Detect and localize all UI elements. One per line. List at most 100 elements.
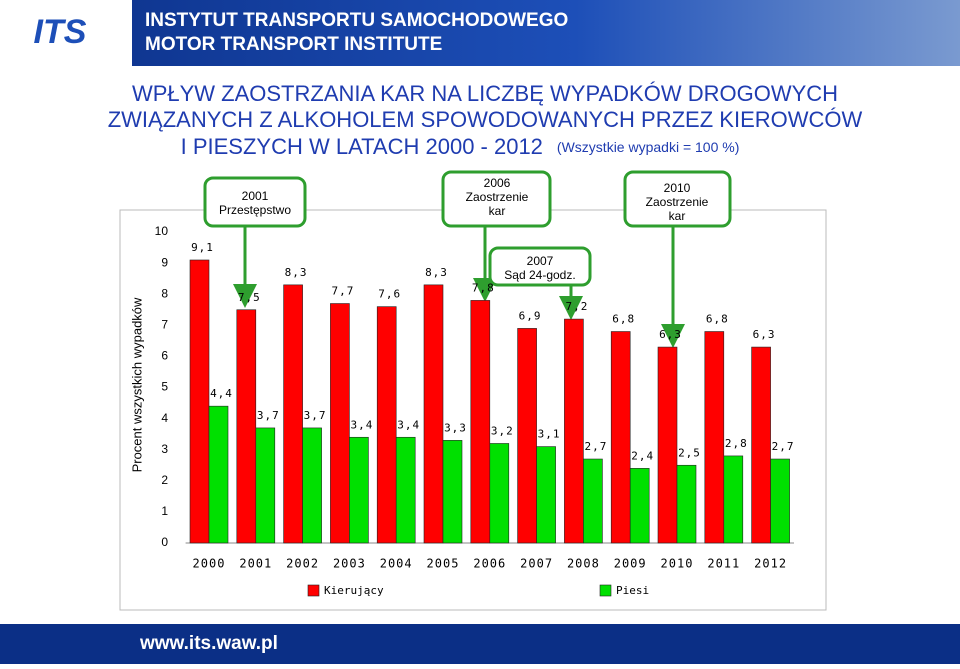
- header-line1: INSTYTUT TRANSPORTU SAMOCHODOWEGO: [145, 10, 568, 31]
- annotation-text: Zaostrzenie: [646, 195, 709, 209]
- y-tick-label: 3: [161, 442, 168, 456]
- y-tick-label: 9: [161, 255, 168, 269]
- x-tick-label: 2004: [380, 557, 413, 571]
- title-line: ZWIĄZANYCH Z ALKOHOLEM SPOWODOWANYCH PRZ…: [108, 107, 863, 132]
- bar: [283, 284, 303, 544]
- annotation-text: 2010: [664, 181, 691, 195]
- subtitle: (Wszystkie wypadki = 100 %): [557, 139, 739, 155]
- annotation-box: [203, 176, 307, 228]
- value-label: 7,8: [472, 281, 495, 294]
- y-tick-label: 5: [161, 380, 168, 394]
- bar: [723, 455, 744, 544]
- header-line2: MOTOR TRANSPORT INSTITUTE: [145, 34, 442, 55]
- annotations: 2001Przestępstwo2006Zaostrzeniekar2007Są…: [203, 170, 732, 348]
- value-label: 6,9: [519, 309, 542, 322]
- value-label: 2,5: [678, 446, 701, 459]
- x-tick-label: 2001: [239, 557, 272, 571]
- bar: [704, 331, 725, 544]
- value-label: 3,4: [350, 418, 373, 431]
- value-label: 3,7: [304, 409, 327, 422]
- logo-bg: [0, 0, 132, 66]
- x-tick-label: 2008: [567, 557, 600, 571]
- y-tick-label: 2: [161, 473, 168, 487]
- x-tick-label: 2012: [754, 557, 787, 571]
- value-label: 2,7: [584, 440, 607, 453]
- value-label: 7,5: [238, 291, 261, 304]
- legend-label: Kierujący: [324, 584, 384, 597]
- bar: [255, 427, 276, 544]
- x-tick-label: 2002: [286, 557, 319, 571]
- annotation-box: [488, 246, 592, 287]
- annotation-text: 2006: [484, 176, 511, 190]
- bar: [564, 318, 584, 544]
- x-tick-label: 2005: [427, 557, 460, 571]
- bar: [657, 346, 678, 544]
- annotation-text: 2007: [527, 254, 554, 268]
- title-line: I PIESZYCH W LATACH 2000 - 2012 (Wszystki…: [181, 134, 740, 159]
- y-axis-label: Procent wszystkich wypadków: [129, 297, 144, 472]
- footer-url: www.its.waw.pl: [139, 633, 278, 654]
- annotation-text: Przestępstwo: [219, 203, 291, 217]
- x-tick-label: 2011: [707, 557, 740, 571]
- value-label: 6,3: [753, 328, 776, 341]
- x-tick-label: 2003: [333, 557, 366, 571]
- bar: [189, 259, 210, 544]
- bar: [629, 468, 650, 544]
- header-band: [0, 0, 960, 66]
- annotation-text: Zaostrzenie: [466, 190, 529, 204]
- value-label: 3,1: [538, 428, 561, 441]
- legend-label: Piesi: [616, 584, 649, 597]
- legend-swatch: [599, 584, 612, 597]
- value-label: 6,8: [706, 313, 729, 326]
- bar: [442, 440, 463, 544]
- y-tick-label: 4: [161, 411, 168, 425]
- y-tick-label: 7: [161, 317, 168, 331]
- x-tick-label: 2006: [473, 557, 506, 571]
- value-label: 9,1: [191, 241, 214, 254]
- annotation-text: 2001: [242, 189, 269, 203]
- bar: [536, 446, 556, 544]
- value-label: 2,8: [725, 437, 748, 450]
- bar: [208, 405, 229, 544]
- bar: [470, 300, 491, 544]
- bar: [236, 309, 257, 544]
- bar: [395, 436, 416, 544]
- y-tick-label: 1: [161, 504, 168, 518]
- bar: [376, 306, 397, 544]
- value-label: 3,7: [257, 409, 280, 422]
- value-label: 7,7: [331, 285, 354, 298]
- bar: [610, 331, 631, 544]
- footer-band: [0, 624, 960, 664]
- logo: ITS: [34, 13, 87, 51]
- value-label: 3,2: [491, 424, 514, 437]
- x-tick-label: 2000: [193, 557, 226, 571]
- value-label: 7,2: [565, 300, 588, 313]
- value-label: 2,4: [631, 449, 654, 462]
- value-label: 8,3: [285, 266, 308, 279]
- bar: [302, 427, 322, 544]
- title-line: WPŁYW ZAOSTRZANIA KAR NA LICZBĘ WYPADKÓW…: [132, 81, 838, 106]
- y-tick-label: 6: [161, 349, 168, 363]
- value-label: 3,4: [397, 418, 420, 431]
- value-label: 4,4: [210, 387, 233, 400]
- x-tick-label: 2007: [520, 557, 553, 571]
- bar: [583, 458, 603, 544]
- value-label: 2,7: [772, 440, 795, 453]
- title-line: I PIESZYCH W LATACH 2000 - 2012: [181, 134, 543, 159]
- legend-swatch: [307, 584, 320, 597]
- y-tick-label: 0: [161, 535, 168, 549]
- bar: [330, 303, 350, 544]
- bar: [770, 458, 790, 544]
- annotation-text: Sąd 24-godz.: [504, 268, 575, 282]
- value-label: 6,8: [612, 313, 635, 326]
- annotation-text: kar: [669, 209, 686, 223]
- annotation-box: [441, 170, 552, 228]
- x-tick-label: 2010: [661, 557, 694, 571]
- bar: [349, 436, 369, 544]
- bar: [423, 284, 444, 544]
- x-tick-label: 2009: [614, 557, 647, 571]
- value-label: 6,3: [659, 328, 682, 341]
- annotation-text: kar: [489, 204, 506, 218]
- bar: [489, 443, 510, 544]
